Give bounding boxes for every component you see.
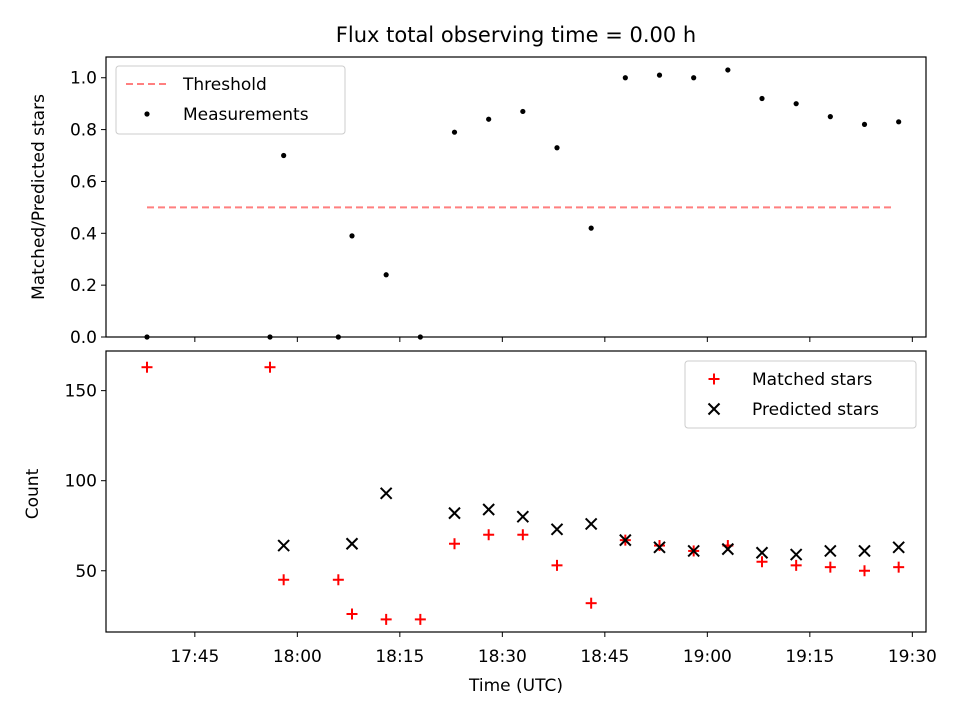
measurement-point (725, 67, 731, 73)
ratio-y-tick-label: 0.8 (70, 121, 97, 141)
measurements-legend-swatch (144, 111, 150, 117)
ratio-panel-y-ticks: 0.0 0.2 0.4 0.6 0.8 1.0 (70, 69, 106, 348)
ratio-y-tick-label: 0.6 (70, 172, 97, 192)
measurement-point (486, 116, 492, 122)
predicted-star-point (448, 506, 461, 520)
measurement-point (349, 233, 355, 239)
ratio-y-tick-label: 0.4 (70, 224, 97, 244)
matched-star-point (756, 556, 768, 568)
ratio-y-tick-label: 1.0 (70, 69, 97, 89)
matched-star-point (654, 540, 665, 552)
matched-star-point (414, 613, 426, 625)
predicted-star-point (550, 523, 564, 536)
matched-star-point (141, 361, 153, 373)
predicted-star-point (277, 539, 290, 552)
ratio-panel: 0.0 0.2 0.4 0.6 0.8 1.0 Matched/Predicted sta… (29, 56, 927, 348)
measurement-point (383, 272, 389, 278)
predicted-star-point (345, 537, 359, 550)
measurement-point (827, 114, 833, 120)
predicted-star-point (516, 510, 530, 523)
count-panel-y-label: Count (23, 468, 43, 519)
predicted-star-point (482, 503, 495, 516)
matched-star-point (859, 565, 870, 577)
count-legend-box (684, 360, 917, 429)
count-panel-y-ticks: 50 100 150 (65, 382, 106, 582)
ratio-legend-box (115, 65, 346, 135)
matched-star-point (332, 574, 344, 586)
count-panel-legend: Matched stars Predicted stars (684, 360, 917, 429)
measurement-point (451, 129, 458, 135)
matched-star-point (483, 529, 495, 541)
matched-legend-marker (708, 373, 720, 385)
matched-star-point (264, 361, 276, 373)
count-x-tick-label: 18:45 (580, 647, 629, 667)
matched-legend-swatch (708, 373, 720, 385)
figure-title: Flux total observing time = 0.00 h (336, 23, 696, 47)
count-x-tick-label: 19:15 (785, 647, 834, 667)
count-x-tick-label: 18:00 (273, 647, 322, 667)
threshold-legend-label: Threshold (182, 75, 267, 95)
count-panel-frame (105, 350, 927, 633)
matched-star-point (278, 574, 290, 586)
measurements-legend-label: Measurements (183, 105, 309, 125)
count-y-tick-label: 100 (65, 472, 97, 492)
measurement-point (691, 75, 697, 81)
matched-star-point (790, 559, 802, 571)
matched-star-point (517, 529, 529, 541)
measurement-point (759, 95, 765, 102)
predicted-star-point (755, 546, 769, 559)
predicted-star-point (687, 544, 700, 558)
matched-star-point (449, 538, 460, 550)
predicted-star-point (824, 544, 837, 558)
count-x-tick-label: 19:30 (888, 647, 937, 667)
count-x-tick-label: 19:00 (683, 647, 732, 667)
count-panel-points (141, 361, 905, 625)
measurement-point (554, 145, 560, 151)
measurement-point (896, 119, 902, 125)
count-y-tick-label: 50 (75, 562, 97, 582)
predicted-star-point (721, 542, 735, 556)
measurement-point (520, 108, 526, 115)
measurement-point (861, 121, 868, 128)
ratio-panel-x-ticks (194, 337, 913, 342)
measurement-point (622, 75, 628, 81)
measurement-point (656, 72, 663, 78)
matched-star-point (346, 608, 358, 620)
ratio-panel-y-label: Matched/Predicted stars (29, 94, 49, 300)
predicted-legend-swatch (707, 402, 721, 416)
matched-star-point (551, 559, 563, 571)
ratio-y-tick-label: 0.2 (70, 276, 97, 296)
predicted-star-point (619, 533, 632, 547)
ratio-panel-legend: Threshold Measurements (115, 65, 346, 135)
predicted-star-point (892, 541, 905, 554)
count-x-tick-label: 18:30 (478, 647, 527, 667)
matched-star-point (380, 613, 392, 625)
predicted-star-point (858, 544, 871, 558)
measurement-point (588, 225, 594, 231)
predicted-legend-marker (707, 402, 721, 416)
count-panel-x-label: Time (UTC) (468, 676, 563, 696)
matched-star-point (893, 561, 905, 573)
matched-star-point (585, 597, 597, 609)
ratio-y-tick-label: 0.0 (70, 328, 97, 348)
count-x-tick-label: 18:15 (375, 647, 424, 667)
count-panel-x-ticks: 17:45 18:00 18:15 18:30 18:45 19:00 19:15 19:30 (170, 632, 937, 667)
ratio-panel-frame (105, 56, 927, 338)
matched-star-point (824, 561, 836, 573)
measurement-point (281, 152, 287, 159)
predicted-star-point (584, 517, 598, 531)
count-y-tick-label: 150 (65, 382, 97, 402)
matched-legend-label: Matched stars (752, 370, 872, 390)
predicted-star-point (653, 541, 666, 554)
measurement-point (793, 101, 799, 107)
count-x-tick-label: 17:45 (170, 647, 219, 667)
predicted-legend-label: Predicted stars (752, 400, 879, 420)
predicted-star-point (379, 487, 393, 500)
predicted-star-point (789, 548, 803, 561)
